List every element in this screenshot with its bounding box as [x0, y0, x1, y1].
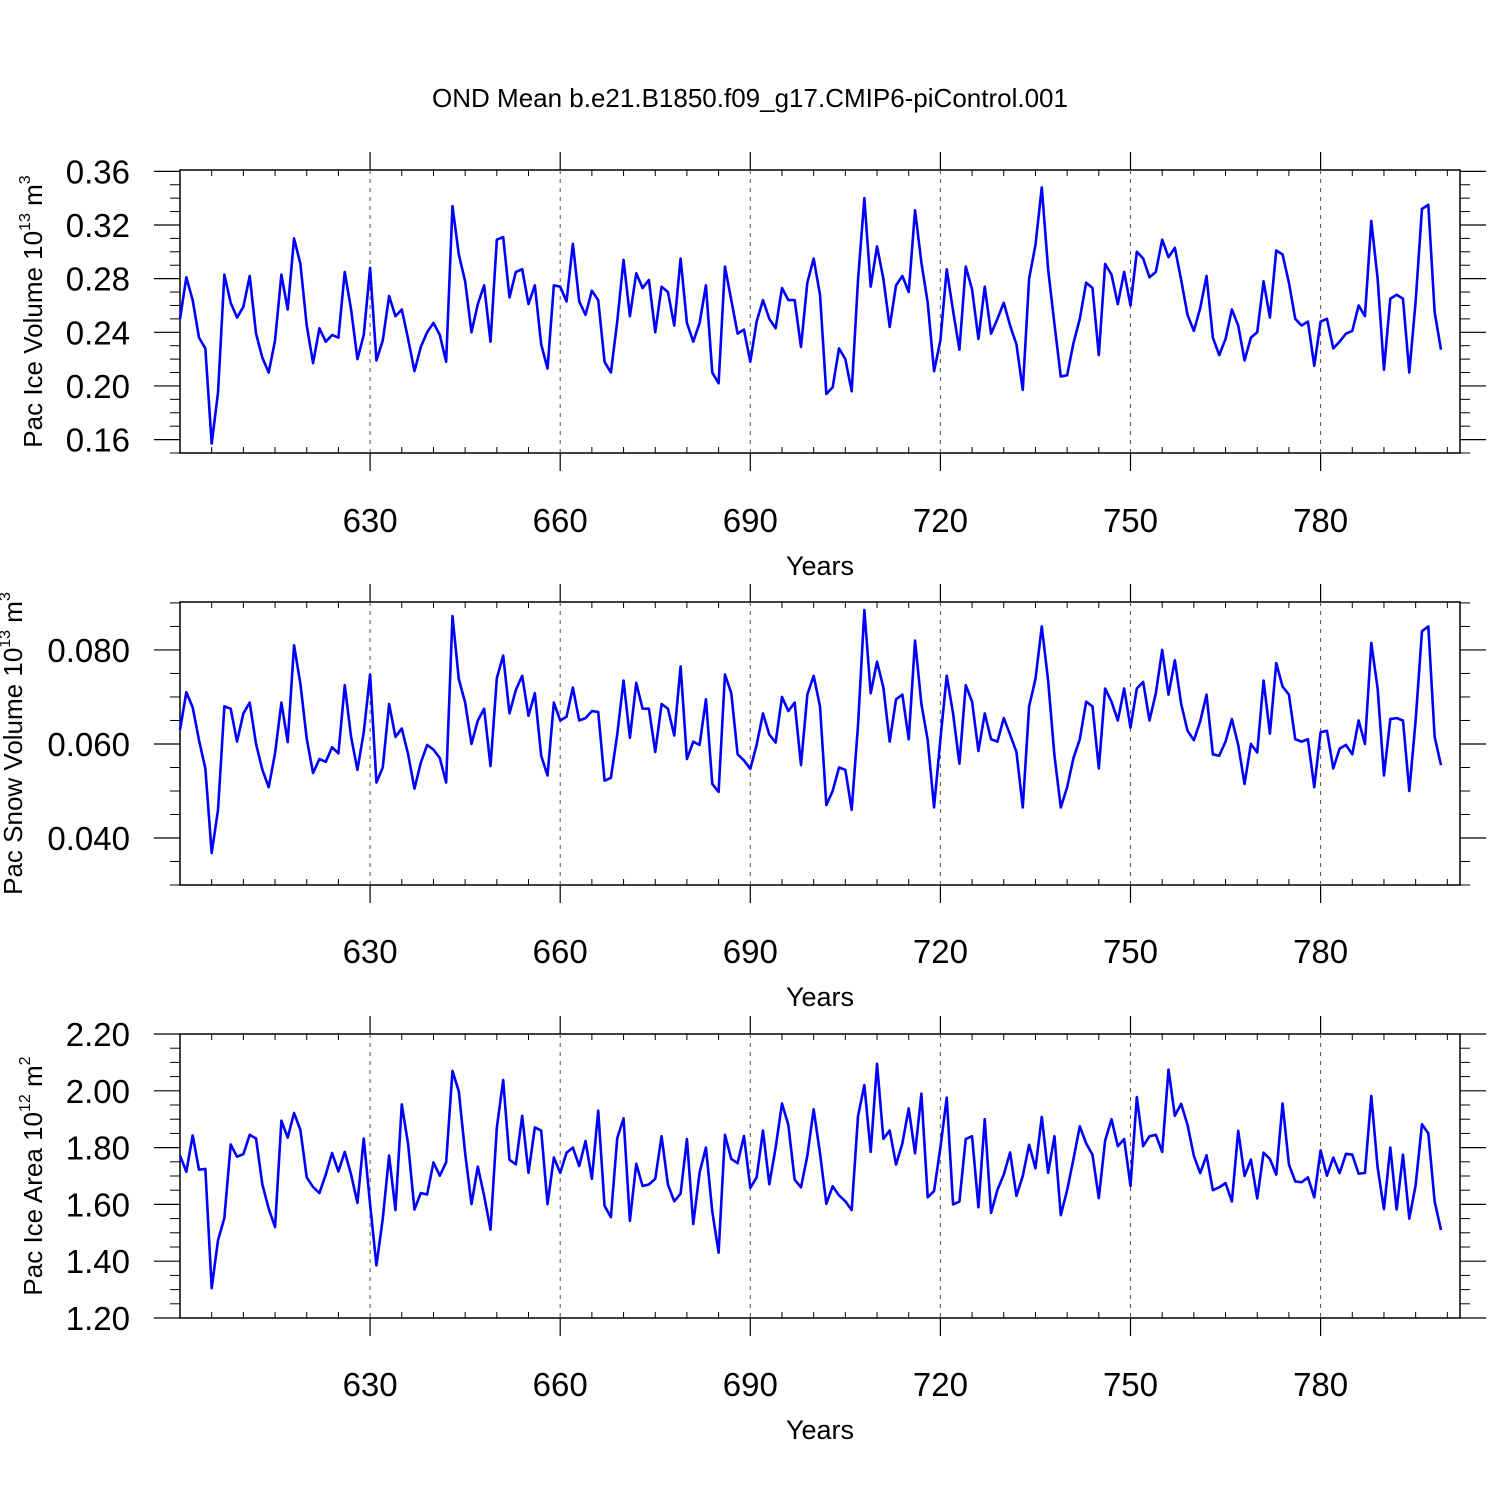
y-tick-label: 2.00	[66, 1073, 130, 1110]
y-tick-label: 0.20	[66, 368, 130, 405]
x-tick-label: 630	[343, 502, 398, 539]
x-tick-label: 780	[1293, 502, 1348, 539]
y-axis-label: Pac Ice Area 1012 m2	[17, 1056, 48, 1295]
series-line	[178, 186, 1443, 445]
x-tick-label: 720	[913, 502, 968, 539]
figure-title: OND Mean b.e21.B1850.f09_g17.CMIP6-piCon…	[432, 83, 1068, 113]
y-axis-label: Pac Snow Volume 1013 m3	[0, 592, 28, 895]
y-tick-label: 0.32	[66, 207, 130, 244]
x-axis-label: Years	[786, 1415, 854, 1445]
x-tick-label: 660	[533, 1366, 588, 1403]
x-tick-label: 780	[1293, 933, 1348, 970]
y-tick-label: 0.16	[66, 422, 130, 459]
series-line	[178, 608, 1443, 855]
y-tick-label: 1.80	[66, 1130, 130, 1167]
y-tick-label: 0.28	[66, 261, 130, 298]
y-tick-label: 0.040	[47, 820, 130, 857]
x-tick-label: 780	[1293, 1366, 1348, 1403]
y-tick-label: 0.060	[47, 726, 130, 763]
y-tick-label: 0.36	[66, 153, 130, 190]
x-axis-label: Years	[786, 982, 854, 1012]
y-tick-label: 0.24	[66, 314, 130, 351]
panel-ice-volume: 630 660 690 720 750 780 Years 0.16 0.20 0.24 0.28 0…	[17, 152, 1486, 581]
y-tick-label: 1.20	[66, 1300, 130, 1337]
x-tick-label: 750	[1103, 933, 1158, 970]
x-axis-label: Years	[786, 551, 854, 581]
x-tick-label: 690	[723, 502, 778, 539]
x-tick-label: 750	[1103, 1366, 1158, 1403]
y-tick-label: 1.40	[66, 1243, 130, 1280]
x-tick-label: 660	[533, 933, 588, 970]
panel-snow-volume: 630 660 690 720 750 780 Years 0.040 0.060 0.080 Pa…	[0, 584, 1486, 1012]
x-tick-label: 660	[533, 502, 588, 539]
x-tick-label: 630	[343, 1366, 398, 1403]
x-tick-label: 720	[913, 1366, 968, 1403]
panel-ice-area: 630 660 690 720 750 780 Years 1.20 1.40 1.60 1.80 2…	[17, 1016, 1486, 1445]
x-tick-label: 750	[1103, 502, 1158, 539]
y-axis-label: Pac Ice Volume 1013 m3	[17, 175, 48, 448]
y-tick-label: 0.080	[47, 632, 130, 669]
x-tick-label: 720	[913, 933, 968, 970]
x-tick-label: 630	[343, 933, 398, 970]
series-line	[178, 1062, 1443, 1290]
x-tick-label: 690	[723, 1366, 778, 1403]
y-tick-label: 2.20	[66, 1016, 130, 1053]
x-tick-label: 690	[723, 933, 778, 970]
y-tick-label: 1.60	[66, 1186, 130, 1223]
